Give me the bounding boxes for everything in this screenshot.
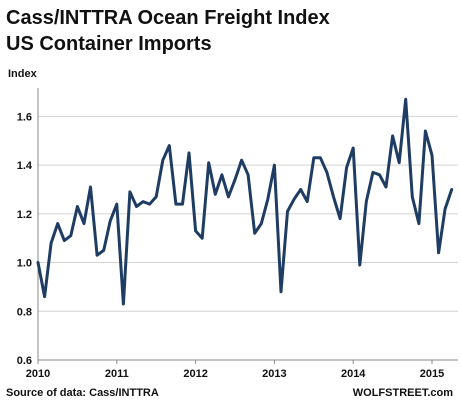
x-tick-label: 2014 [341, 368, 366, 380]
y-axis-label: Index [8, 68, 38, 80]
grid-layer [38, 115, 458, 312]
y-tick-label: 1.2 [17, 209, 32, 221]
chart-subtitle: US Container Imports [6, 33, 212, 55]
site-credit: WOLFSTREET.com [352, 387, 453, 399]
y-tick-label: 1.4 [17, 160, 33, 172]
x-tick-labels: 2010 2011 2012 2013 2014 2015 [26, 360, 444, 380]
y-tick-label: 0.8 [17, 306, 32, 318]
x-tick-label: 2010 [26, 368, 50, 380]
axis-layer [37, 88, 458, 361]
x-tick-label: 2015 [420, 368, 444, 380]
series-line [36, 97, 454, 306]
y-tick-label: 1.0 [17, 258, 32, 270]
y-tick-label: 0.6 [17, 355, 32, 367]
x-tick-label: 2013 [262, 368, 286, 380]
chart-title: Cass/INTTRA Ocean Freight Index [6, 7, 330, 29]
y-tick-labels: 0.6 0.8 1.0 1.2 1.4 1.6 [17, 111, 33, 367]
source-note: Source of data: Cass/INTTRA [6, 387, 159, 399]
x-tick-label: 2012 [183, 368, 207, 380]
y-tick-label: 1.6 [17, 111, 32, 123]
series-layer [36, 97, 454, 306]
x-tick-label: 2011 [105, 368, 129, 380]
